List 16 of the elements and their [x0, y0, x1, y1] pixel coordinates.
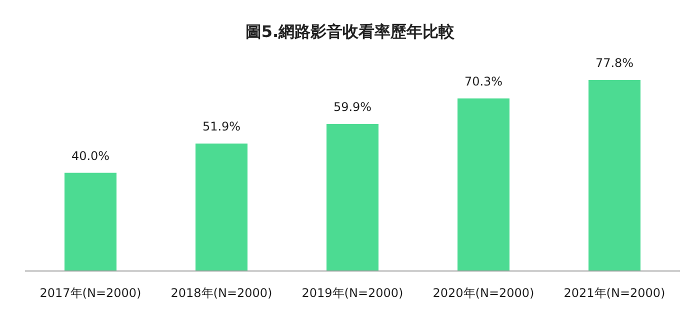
bar: [326, 124, 378, 271]
data-label: 40.0%: [71, 148, 110, 163]
bar: [588, 80, 640, 271]
x-tick-label: 2019年(N=2000): [302, 286, 404, 300]
x-tick-label: 2020年(N=2000): [432, 286, 534, 300]
data-label: 51.9%: [202, 120, 241, 134]
data-label: 70.3%: [464, 74, 503, 88]
bar: [64, 172, 116, 271]
bar: [458, 98, 510, 271]
x-tick-label: 2021年(N=2000): [564, 286, 666, 300]
data-label: 77.8%: [595, 56, 634, 70]
chart-title: 圖5.網路影音收看率歷年比較: [245, 22, 456, 41]
x-tick-label: 2017年(N=2000): [40, 286, 142, 300]
bar: [196, 144, 248, 271]
data-label: 59.9%: [333, 100, 372, 114]
x-tick-label: 2018年(N=2000): [170, 286, 272, 300]
